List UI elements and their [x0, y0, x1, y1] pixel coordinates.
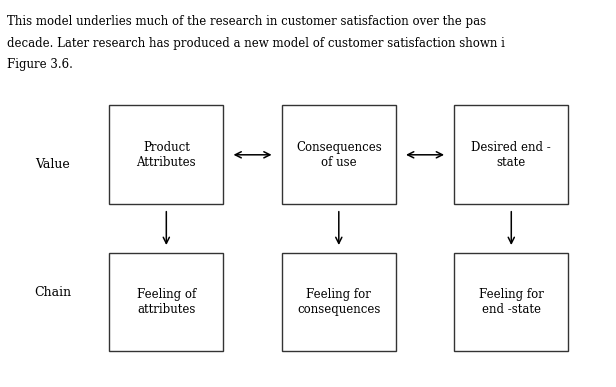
- Text: Feeling of
attributes: Feeling of attributes: [137, 288, 196, 316]
- Text: decade. Later research has produced a new model of customer satisfaction shown i: decade. Later research has produced a ne…: [7, 37, 505, 50]
- Text: Desired end -
state: Desired end - state: [471, 141, 551, 169]
- Text: Feeling for
end -state: Feeling for end -state: [479, 288, 544, 316]
- Bar: [110, 105, 224, 204]
- Bar: [454, 105, 568, 204]
- Text: Product
Attributes: Product Attributes: [137, 141, 196, 169]
- Bar: [282, 252, 396, 351]
- Text: Consequences
of use: Consequences of use: [296, 141, 382, 169]
- Bar: [282, 105, 396, 204]
- Text: Chain: Chain: [34, 286, 71, 299]
- Text: Figure 3.6.: Figure 3.6.: [7, 58, 73, 71]
- Text: Value: Value: [35, 158, 70, 171]
- Bar: [110, 252, 224, 351]
- Bar: [454, 252, 568, 351]
- Text: This model underlies much of the research in customer satisfaction over the pas: This model underlies much of the researc…: [7, 15, 487, 29]
- Text: Feeling for
consequences: Feeling for consequences: [297, 288, 381, 316]
